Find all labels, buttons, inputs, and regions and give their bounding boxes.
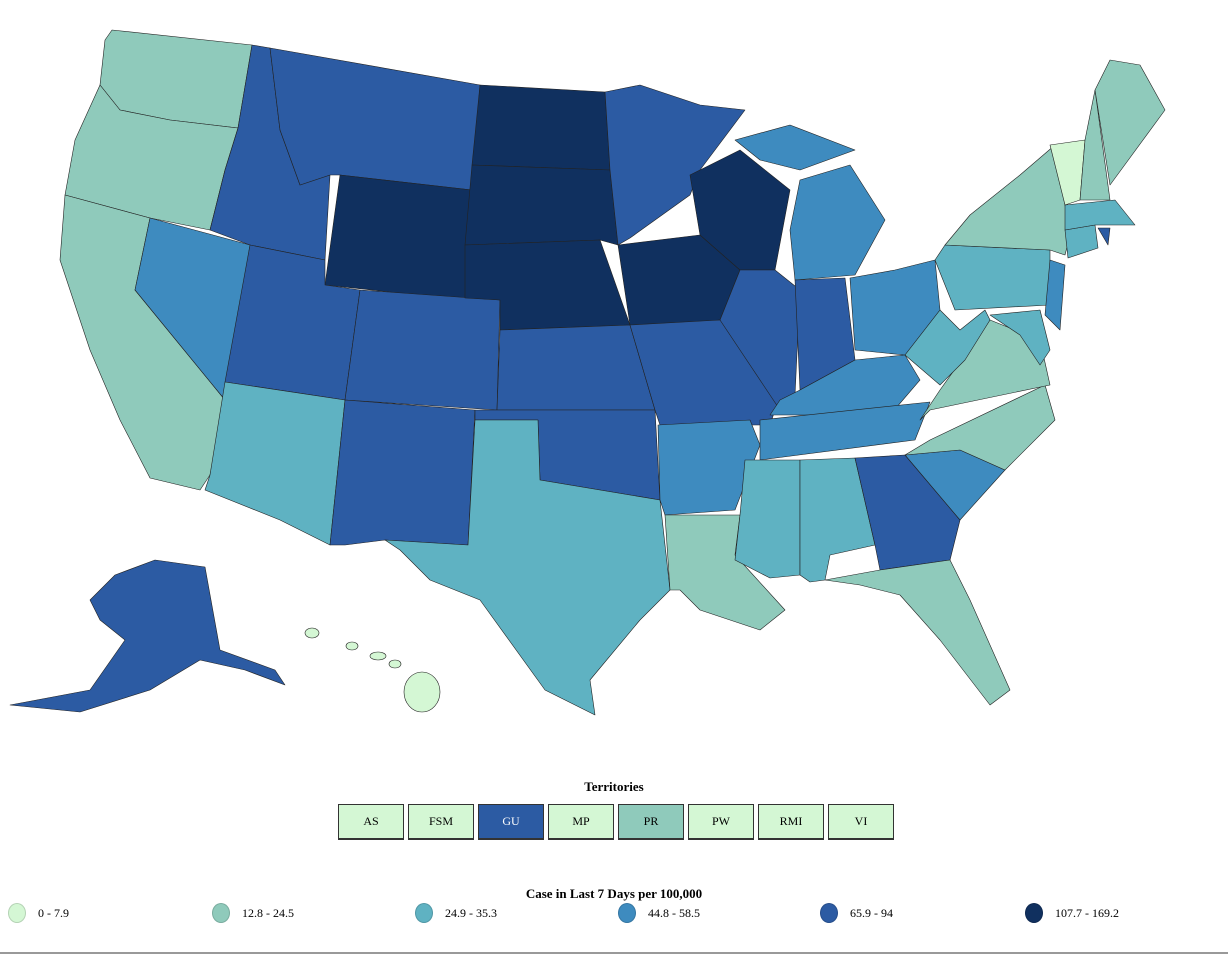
legend-item: 65.9 - 94 — [820, 903, 893, 923]
state-az[interactable] — [204, 381, 346, 546]
territory-vi[interactable]: VI — [828, 804, 894, 840]
legend-label: 12.8 - 24.5 — [242, 905, 294, 920]
legend-swatch — [820, 903, 838, 923]
legend-item: 107.7 - 169.2 — [1025, 903, 1119, 923]
state-me[interactable] — [1094, 59, 1166, 186]
state-wv[interactable] — [904, 309, 991, 386]
territories-title: Territories — [584, 779, 644, 794]
state-tx[interactable] — [384, 419, 671, 716]
state-hi[interactable] — [403, 671, 441, 713]
legend-item: 24.9 - 35.3 — [415, 903, 497, 923]
state-ar[interactable] — [657, 419, 761, 516]
legend-label: 0 - 7.9 — [38, 905, 69, 920]
legend-label: 44.8 - 58.5 — [648, 905, 700, 920]
legend-swatch — [618, 903, 636, 923]
state-hi[interactable] — [304, 627, 320, 639]
legend-item: 0 - 7.9 — [8, 903, 69, 923]
state-md[interactable] — [989, 309, 1051, 366]
state-hi[interactable] — [345, 641, 359, 651]
state-mi[interactable] — [789, 164, 886, 281]
legend-swatch — [8, 903, 26, 923]
state-tn[interactable] — [759, 401, 931, 461]
legend-swatch — [212, 903, 230, 923]
state-nd[interactable] — [471, 84, 611, 171]
state-co[interactable] — [344, 289, 501, 411]
territory-rmi[interactable]: RMI — [758, 804, 824, 840]
state-mt[interactable] — [269, 47, 481, 191]
state-ks[interactable] — [496, 324, 656, 411]
state-mi[interactable] — [734, 124, 856, 171]
state-wy[interactable] — [324, 174, 473, 301]
us-choropleth-map — [9, 29, 1166, 716]
legend-item: 44.8 - 58.5 — [618, 903, 700, 923]
legend-label: 107.7 - 169.2 — [1055, 905, 1119, 920]
legend-title: Case in Last 7 Days per 100,000 — [525, 886, 703, 901]
divider — [0, 952, 1228, 954]
state-nm[interactable] — [329, 399, 476, 546]
territory-fsm[interactable]: FSM — [408, 804, 474, 840]
territory-gu[interactable]: GU — [478, 804, 544, 840]
state-ak[interactable] — [9, 559, 286, 713]
state-ri[interactable] — [1097, 227, 1111, 246]
territory-as[interactable]: AS — [338, 804, 404, 840]
state-nj[interactable] — [1044, 259, 1066, 331]
state-ny[interactable] — [944, 144, 1071, 256]
legend-swatch — [1025, 903, 1043, 923]
territories-row: AS FSM GU MP PR PW RMI VI — [338, 804, 894, 840]
state-ma[interactable] — [1064, 199, 1136, 231]
legend-label: 65.9 - 94 — [850, 905, 893, 920]
state-ct[interactable] — [1064, 224, 1099, 259]
state-hi[interactable] — [369, 651, 387, 661]
state-ky[interactable] — [769, 354, 921, 416]
territory-mp[interactable]: MP — [548, 804, 614, 840]
legend-swatch — [415, 903, 433, 923]
state-pa[interactable] — [934, 244, 1051, 311]
state-fl[interactable] — [824, 559, 1011, 706]
state-ms[interactable] — [734, 459, 801, 579]
territory-pw[interactable]: PW — [688, 804, 754, 840]
territory-pr[interactable]: PR — [618, 804, 684, 840]
state-hi[interactable] — [388, 659, 402, 669]
state-sd[interactable] — [464, 164, 619, 246]
state-nh[interactable] — [1079, 89, 1111, 201]
legend-label: 24.9 - 35.3 — [445, 905, 497, 920]
legend-item: 12.8 - 24.5 — [212, 903, 294, 923]
